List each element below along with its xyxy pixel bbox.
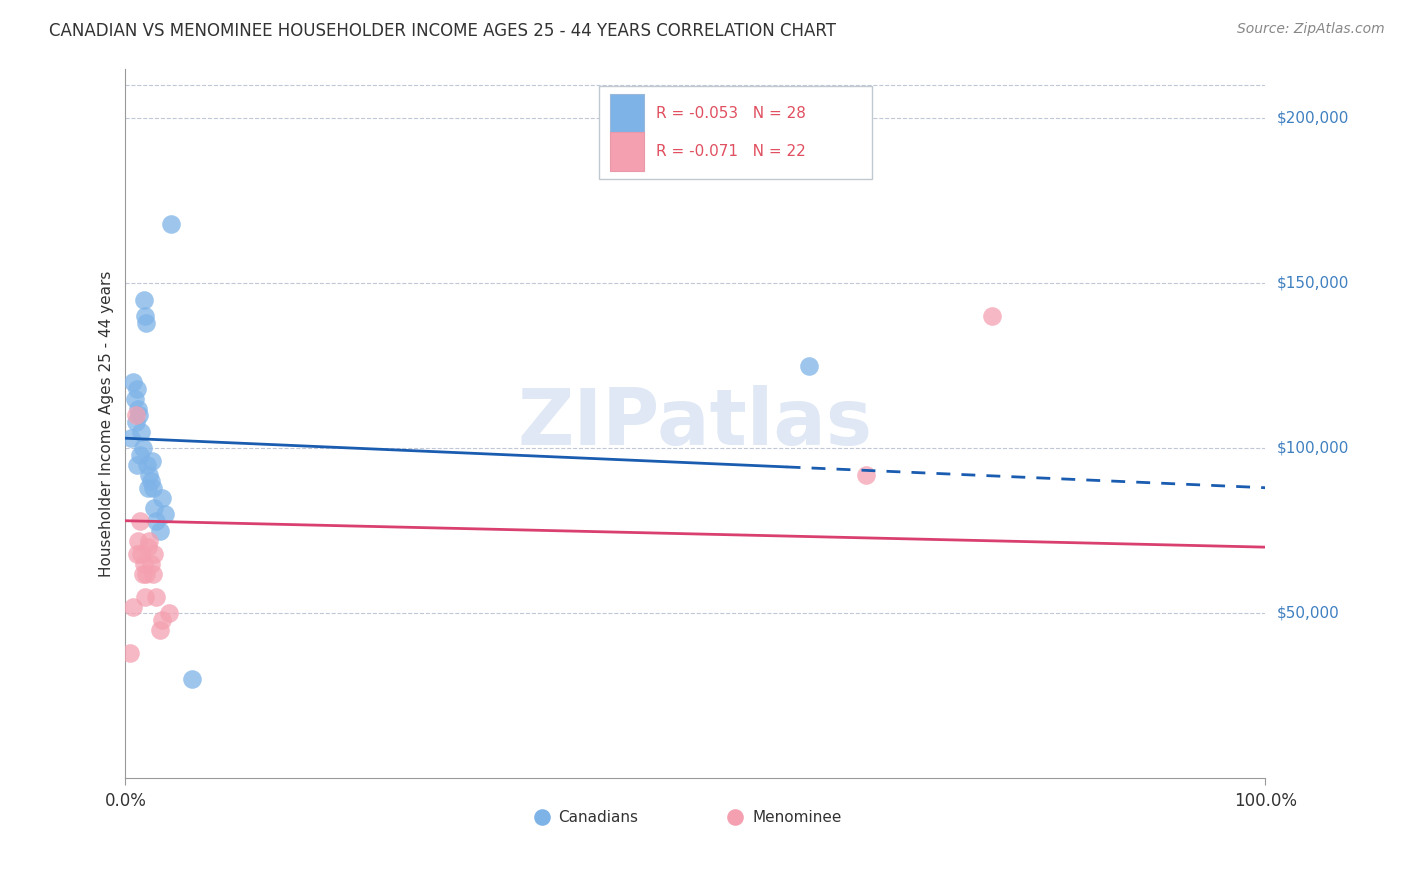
Text: Canadians: Canadians <box>558 810 638 825</box>
Point <box>131 441 153 455</box>
Bar <box>610 132 644 171</box>
Point <box>150 491 173 505</box>
Point <box>125 408 148 422</box>
Point <box>136 540 159 554</box>
Text: CANADIAN VS MENOMINEE HOUSEHOLDER INCOME AGES 25 - 44 YEARS CORRELATION CHART: CANADIAN VS MENOMINEE HOUSEHOLDER INCOME… <box>49 22 837 40</box>
Point <box>724 771 747 785</box>
Point <box>125 547 148 561</box>
Point <box>122 375 145 389</box>
Point <box>131 547 153 561</box>
Point <box>136 458 159 472</box>
FancyBboxPatch shape <box>599 87 872 178</box>
Point <box>135 316 157 330</box>
Point <box>132 557 155 571</box>
Point <box>129 514 152 528</box>
Point <box>124 392 146 406</box>
Text: $50,000: $50,000 <box>1277 606 1339 621</box>
Point <box>132 293 155 307</box>
Point <box>118 646 141 660</box>
Point <box>530 771 553 785</box>
Point <box>142 566 165 581</box>
Bar <box>610 94 644 133</box>
Point <box>138 533 160 548</box>
Point <box>127 401 149 416</box>
Point <box>155 507 177 521</box>
Point <box>142 481 165 495</box>
Point <box>180 672 202 686</box>
Point <box>143 547 166 561</box>
Point <box>127 533 149 548</box>
Point <box>149 524 172 538</box>
Point <box>125 382 148 396</box>
Text: ZIPatlas: ZIPatlas <box>517 385 873 461</box>
Text: R = -0.053   N = 28: R = -0.053 N = 28 <box>655 106 806 120</box>
Point <box>149 623 172 637</box>
Text: $200,000: $200,000 <box>1277 111 1348 126</box>
Point <box>120 431 142 445</box>
Point <box>157 606 180 620</box>
Point <box>143 500 166 515</box>
Point <box>145 514 167 528</box>
Point <box>139 474 162 488</box>
Point <box>139 557 162 571</box>
Point <box>122 599 145 614</box>
Point <box>134 309 156 323</box>
Text: Menominee: Menominee <box>752 810 842 825</box>
Point <box>131 425 153 439</box>
Point <box>150 613 173 627</box>
Point <box>160 217 183 231</box>
Text: $100,000: $100,000 <box>1277 441 1348 456</box>
Point <box>135 566 157 581</box>
Text: Source: ZipAtlas.com: Source: ZipAtlas.com <box>1237 22 1385 37</box>
Y-axis label: Householder Income Ages 25 - 44 years: Householder Income Ages 25 - 44 years <box>100 270 114 576</box>
Point <box>125 415 148 429</box>
Point <box>145 590 167 604</box>
Text: R = -0.071   N = 22: R = -0.071 N = 22 <box>655 144 806 159</box>
Point <box>134 590 156 604</box>
Point <box>799 359 821 373</box>
Point <box>136 481 159 495</box>
Point <box>141 454 163 468</box>
Text: $150,000: $150,000 <box>1277 276 1348 291</box>
Point <box>129 448 152 462</box>
Point <box>138 467 160 482</box>
Point <box>855 467 877 482</box>
Point <box>980 309 1002 323</box>
Point <box>125 458 148 472</box>
Point <box>128 408 150 422</box>
Point <box>131 566 153 581</box>
